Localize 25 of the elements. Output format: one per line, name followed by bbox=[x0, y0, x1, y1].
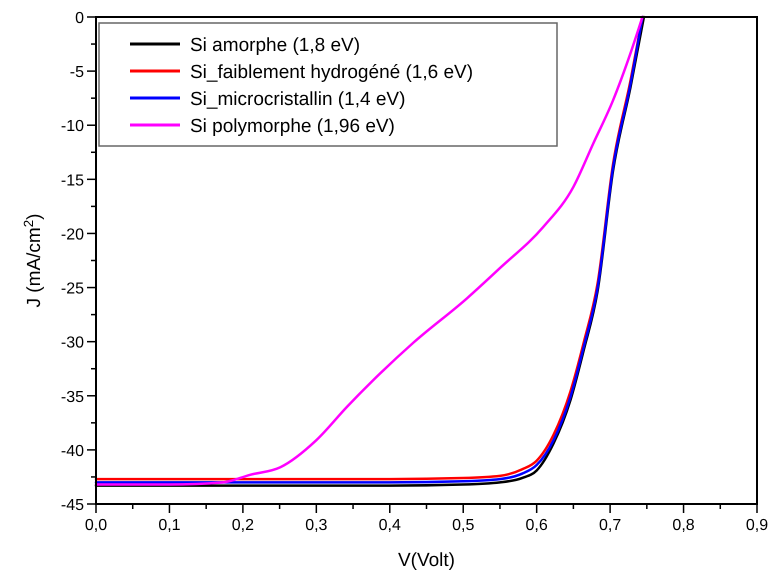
y-tick-label: -20 bbox=[60, 226, 84, 244]
y-tick-label: -5 bbox=[70, 64, 84, 82]
legend-label: Si_faiblement hydrogéné (1,6 eV) bbox=[190, 62, 474, 83]
y-tick-label: -45 bbox=[60, 497, 84, 514]
x-axis-title: V(Volt) bbox=[398, 550, 456, 571]
x-tick-label: 0,0 bbox=[84, 517, 108, 534]
x-tick-label: 0,1 bbox=[158, 517, 181, 534]
y-tick-label: -35 bbox=[60, 388, 84, 406]
x-tick-label: 0,8 bbox=[672, 517, 695, 534]
x-tick-label: 0,3 bbox=[305, 517, 328, 534]
x-tick-label: 0,6 bbox=[526, 517, 548, 534]
x-tick-label: 0,7 bbox=[598, 517, 622, 534]
y-tick-label: -15 bbox=[60, 172, 84, 190]
y-tick-label: -30 bbox=[60, 334, 84, 352]
x-tick-label: 0,5 bbox=[452, 517, 474, 534]
legend-label: Si_microcristallin (1,4 eV) bbox=[190, 89, 406, 110]
x-tick-label: 0,2 bbox=[232, 517, 254, 534]
x-tick-label: 0,9 bbox=[746, 517, 768, 534]
legend-label: Si polymorphe (1,96 eV) bbox=[190, 116, 395, 137]
y-tick-label: -40 bbox=[60, 442, 84, 460]
x-tick-label: 0,4 bbox=[378, 517, 401, 534]
y-tick-label: 0 bbox=[75, 10, 84, 27]
y-tick-label: -10 bbox=[60, 118, 84, 136]
legend-label: Si amorphe (1,8 eV) bbox=[190, 35, 360, 56]
y-tick-label: -25 bbox=[60, 280, 84, 298]
